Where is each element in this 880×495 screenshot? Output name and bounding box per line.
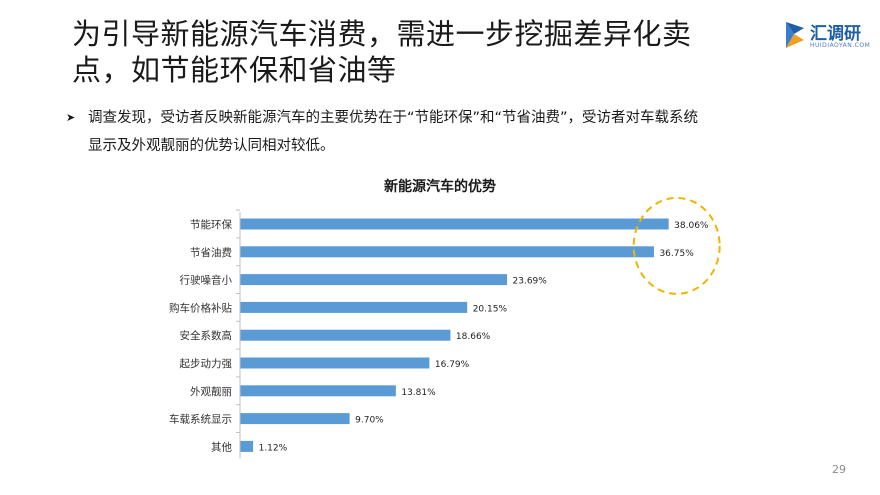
bullet-text-line-1: 调查发现，受访者反映新能源汽车的主要优势在于“节能环保”和“节省油费”，受访者对… [88, 110, 699, 126]
data-label: 1.12% [259, 443, 288, 453]
bullet-point: ➤ 调查发现，受访者反映新能源汽车的主要优势在于“节能环保”和“节省油费”，受访… [66, 104, 836, 160]
bar [240, 329, 451, 341]
category-label: 车载系统显示 [169, 413, 232, 426]
bar [240, 274, 508, 286]
bar [240, 440, 254, 452]
data-label: 20.15% [473, 304, 508, 314]
category-label: 购车价格补贴 [169, 301, 232, 314]
data-label: 38.06% [674, 221, 709, 231]
bar [240, 413, 350, 425]
bullet-text: 调查发现，受访者反映新能源汽车的主要优势在于“节能环保”和“节省油费”，受访者对… [66, 104, 836, 160]
slide-title: 为引导新能源汽车消费，需进一步挖掘差异化卖 点，如节能环保和省油等 [72, 16, 772, 88]
category-label: 其他 [211, 440, 232, 453]
bar [240, 301, 468, 313]
data-label: 16.79% [435, 360, 470, 370]
data-label: 18.66% [456, 332, 491, 342]
bullet-arrow-icon: ➤ [66, 111, 76, 124]
data-label: 23.69% [513, 277, 548, 287]
highlight-ellipse [632, 196, 721, 295]
chart-title: 新能源汽车的优势 [384, 179, 496, 195]
page-number: 29 [832, 463, 846, 476]
bar [240, 385, 396, 397]
slide-title-line-2: 点，如节能环保和省油等 [72, 53, 397, 87]
category-label: 节省油费 [190, 246, 232, 259]
category-label: 节能环保 [190, 218, 232, 231]
slide-title-line-1: 为引导新能源汽车消费，需进一步挖掘差异化卖 [72, 17, 692, 51]
bullet-text-line-2: 显示及外观靓丽的优势认同相对较低。 [88, 138, 335, 154]
huidiaoyan-logo: 汇调研 HUIDIAOYAN.COM [782, 18, 872, 58]
logo-text: 汇调研 [810, 24, 861, 44]
data-label: 9.70% [355, 416, 384, 426]
category-label: 起步动力强 [180, 357, 233, 370]
logo-mark-icon [786, 22, 804, 48]
data-label: 13.81% [401, 388, 436, 398]
category-label: 行驶噪音小 [180, 274, 233, 287]
data-label: 36.75% [659, 249, 694, 259]
bar [240, 246, 654, 258]
logo-subtext: HUIDIAOYAN.COM [810, 42, 871, 49]
category-label: 安全系数高 [180, 329, 233, 342]
bar [240, 357, 430, 369]
bar [240, 218, 669, 230]
category-label: 外观靓丽 [190, 385, 232, 398]
